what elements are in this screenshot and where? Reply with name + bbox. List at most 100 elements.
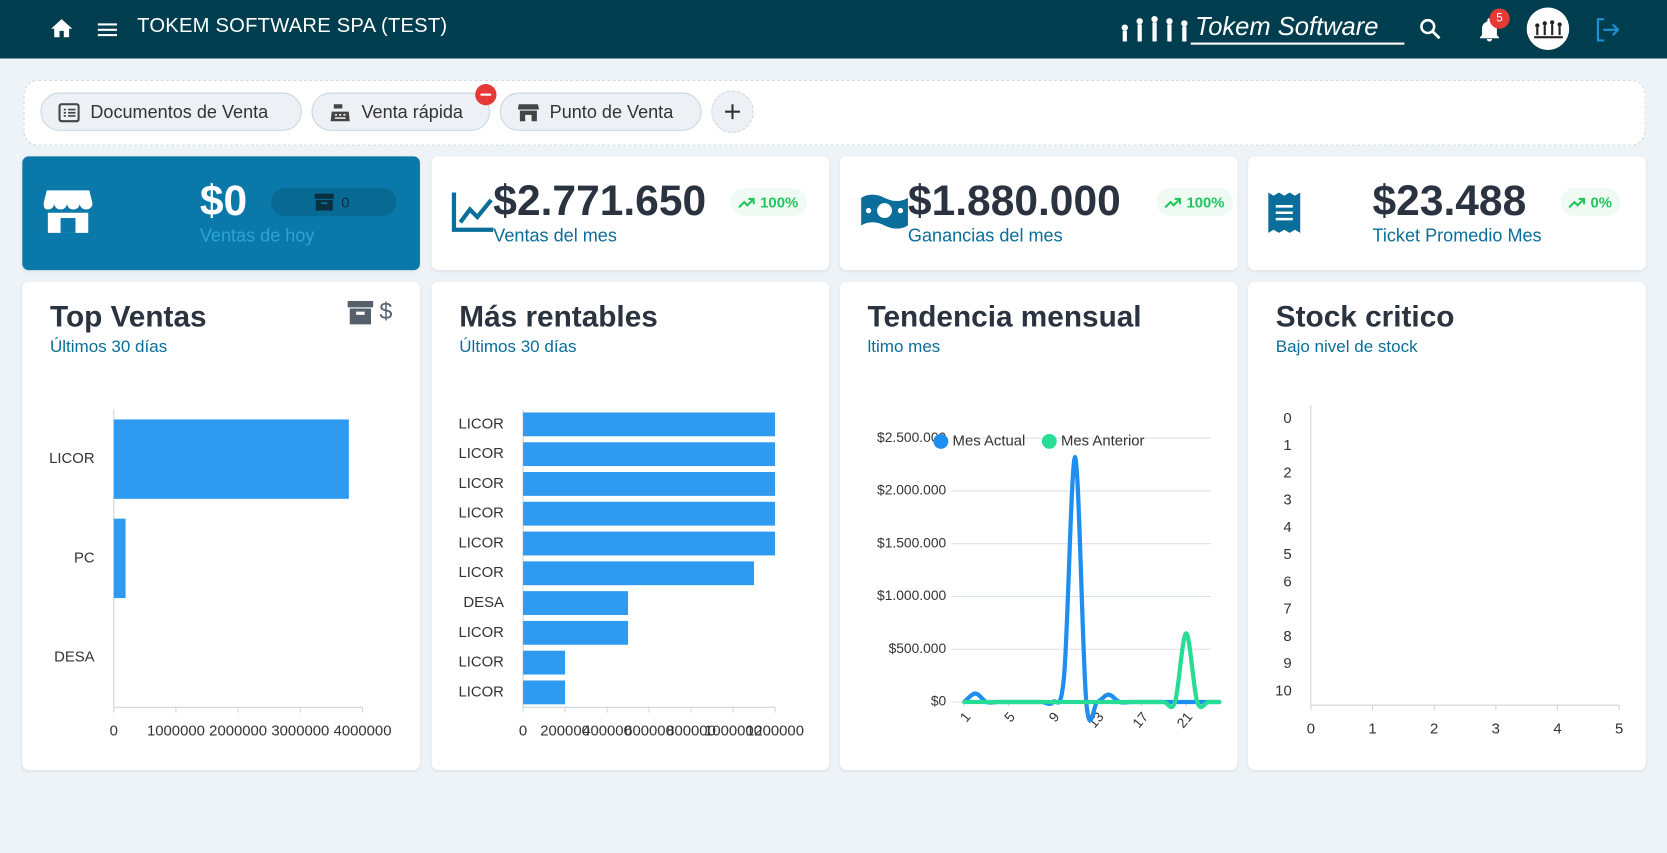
stat-value: $1.880.000: [907, 177, 1121, 225]
shortcut-chip[interactable]: Punto de Venta: [499, 92, 702, 131]
chart-subtitle: Últimos 30 días: [49, 338, 168, 357]
bar: [523, 680, 566, 705]
change-value: 100%: [760, 193, 799, 211]
plus-icon: [725, 104, 740, 120]
x-tick-label: 1200000: [746, 724, 804, 740]
stat-card: $0 Ventas de hoy 0: [22, 156, 420, 271]
change-badge: 100%: [1156, 188, 1234, 216]
y-tick-label: $0: [931, 693, 947, 709]
stat-value: $2.771.650: [493, 177, 707, 225]
y-tick-label: LICOR: [458, 565, 504, 581]
y-tick-label: $1.000.000: [877, 587, 946, 603]
change-value: 0%: [1590, 193, 1612, 211]
y-tick-label: 4: [1283, 520, 1291, 536]
x-tick-label: 3000000: [271, 724, 329, 740]
x-tick-label: 4: [1553, 722, 1561, 738]
stat-label: Ventas del mes: [493, 225, 617, 246]
bar: [523, 591, 629, 615]
legend-label: Mes Anterior: [1061, 433, 1145, 449]
y-tick-label: LICOR: [458, 446, 504, 462]
y-tick-label: 3: [1283, 493, 1291, 509]
x-tick-label: 1: [1368, 722, 1376, 738]
chart-card: 0 200000 400000 600000 800000 1000000 1200000 L…: [431, 281, 830, 771]
company-title: TOKEM SOFTWARE SPA (TEST): [137, 14, 448, 38]
chart: 0 1000000 2000000 3000000 4000000 LICOR PC DESA: [49, 409, 392, 740]
y-tick-label: 10: [1275, 683, 1292, 699]
bar: [523, 472, 776, 496]
y-tick-label: 9: [1283, 656, 1291, 672]
menu-icon[interactable]: [95, 17, 121, 43]
remove-badge[interactable]: [475, 84, 497, 106]
chart-card: 0 1 2 3 4 5 0 1 2 3 4 5 6 7 8 9 10 Stock critico Bajo ni…: [1248, 281, 1646, 771]
home-icon[interactable]: [49, 16, 75, 42]
logout-icon[interactable]: [1594, 16, 1622, 44]
y-tick-label: LICOR: [458, 655, 504, 671]
y-tick-label: $1.500.000: [877, 534, 946, 550]
y-tick-label: LICOR: [458, 416, 504, 432]
x-tick-label: 1000000: [704, 724, 762, 740]
search-icon[interactable]: [1417, 16, 1443, 42]
chart-card: 0 1000000 2000000 3000000 4000000 LICOR PC DESA…: [22, 281, 420, 771]
register-icon: [330, 104, 350, 122]
trend-icon: [1568, 197, 1586, 209]
brand-name: Tokem Software: [1190, 13, 1404, 45]
chart: $0 $500.000 $1.000.000 $1.500.000 $2.000.000…: [877, 429, 1222, 731]
trend-icon: [1164, 197, 1182, 209]
x-tick-label: 4000000: [334, 724, 392, 740]
y-tick-label: LICOR: [49, 451, 95, 467]
trend-icon: [738, 197, 755, 209]
chart-subtitle: Últimos 30 días: [459, 338, 577, 357]
x-tick-label: 5: [1615, 722, 1623, 738]
x-tick-label: 600000: [624, 724, 674, 740]
chart-icon: [451, 192, 494, 232]
legend-marker: [933, 433, 949, 449]
notification-badge: 5: [1489, 8, 1510, 29]
x-tick-label: 2: [1430, 722, 1438, 738]
y-tick-label: LICOR: [458, 506, 504, 522]
shortcut-chip[interactable]: Documentos de Venta: [40, 92, 302, 131]
chart-title: Más rentables: [459, 299, 658, 333]
shortcut-chip[interactable]: Venta rápida: [311, 92, 491, 131]
top-bar: TOKEM SOFTWARE SPA (TEST) Tokem Software…: [0, 0, 1667, 59]
y-tick-label: LICOR: [458, 535, 504, 551]
stat-card: $23.488 Ticket Promedio Mes 0%: [1248, 156, 1646, 271]
bar: [113, 518, 126, 599]
shortcut-label: Venta rápida: [361, 102, 463, 123]
legend-label: Mes Actual: [953, 433, 1026, 449]
y-tick-label: 8: [1283, 629, 1291, 645]
stat-label: Ventas de hoy: [199, 225, 315, 246]
logo-mark: [1121, 15, 1188, 42]
user-avatar[interactable]: [1526, 7, 1570, 50]
box-icon: [314, 193, 334, 211]
legend-marker: [1041, 433, 1057, 449]
chart-subtitle: ltimo mes: [867, 338, 941, 357]
toggle-icons[interactable]: $: [347, 299, 396, 327]
line-series: [962, 455, 1222, 723]
y-tick-label: 2: [1283, 465, 1291, 481]
y-tick-label: 0: [1283, 411, 1291, 427]
line-series: [962, 631, 1222, 710]
x-tick-label: 0: [110, 724, 118, 740]
x-tick-label: 400000: [582, 724, 632, 740]
y-tick-label: 7: [1283, 602, 1291, 618]
bar: [523, 412, 776, 437]
receipt-icon: [1268, 192, 1301, 233]
x-tick-label: 200000: [540, 724, 590, 740]
stat-card: $1.880.000 Ganancias del mes 100%: [839, 156, 1238, 271]
change-badge: 0%: [1560, 188, 1621, 216]
x-tick-label: 1000000: [147, 724, 205, 740]
shortcut-label: Punto de Venta: [549, 102, 674, 123]
stat-value: $0: [199, 177, 248, 225]
y-tick-label: 5: [1283, 547, 1291, 563]
bar: [113, 419, 349, 499]
add-shortcut[interactable]: [711, 90, 754, 133]
bar: [523, 501, 776, 526]
stat-label: Ganancias del mes: [907, 225, 1063, 246]
svg-text:$: $: [379, 299, 392, 324]
money-icon: [861, 194, 908, 229]
y-tick-label: LICOR: [458, 476, 504, 492]
change-badge: 100%: [730, 188, 807, 216]
bar: [523, 620, 629, 645]
